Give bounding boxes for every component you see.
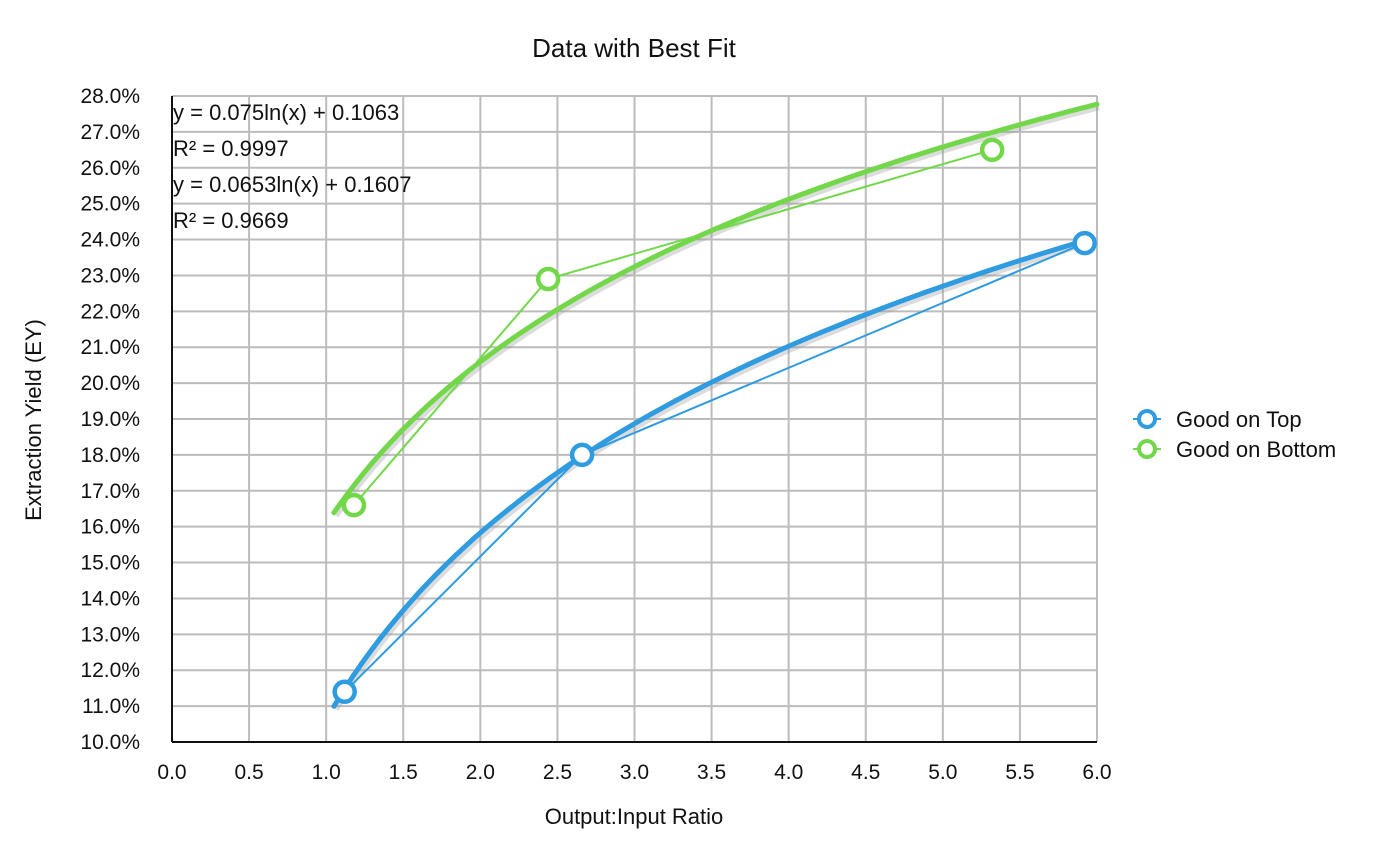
equation-label: R² = 0.9669	[173, 208, 289, 233]
y-tick-label: 13.0%	[80, 623, 140, 646]
data-point	[332, 679, 357, 705]
chart-title: Data with Best Fit	[532, 33, 737, 63]
x-axis-ticks: 0.0 0.5 1.0 1.5 2.0 2.5 3.0 3.5 4.0 4.5 5.0 5.5 6.0	[157, 761, 1111, 784]
trendline-shadow	[333, 240, 1088, 711]
data-point	[1072, 230, 1097, 256]
y-tick-label: 10.0%	[80, 731, 140, 754]
y-tick-label: 15.0%	[80, 552, 140, 575]
x-tick-label: 4.0	[774, 761, 803, 784]
y-tick-label: 22.0%	[80, 300, 140, 323]
series-good-on-bottom	[331, 101, 1100, 518]
y-axis-ticks: 10.0% 11.0% 12.0% 13.0% 14.0% 15.0% 16.0% 17.0%…	[80, 85, 140, 754]
data-point	[535, 266, 561, 292]
trendline	[331, 238, 1088, 709]
y-tick-label: 21.0%	[80, 336, 140, 359]
data-point	[569, 442, 595, 468]
y-tick-label: 14.0%	[80, 587, 140, 610]
x-tick-label: 0.5	[234, 761, 263, 784]
x-tick-label: 5.0	[928, 761, 957, 784]
plot-series	[331, 101, 1100, 711]
x-tick-label: 2.0	[466, 761, 495, 784]
legend-marker	[1137, 409, 1157, 429]
x-tick-label: 4.5	[851, 761, 880, 784]
plot-grid	[171, 95, 1098, 743]
y-tick-label: 17.0%	[80, 480, 140, 503]
y-tick-label: 28.0%	[80, 85, 140, 108]
trendline	[331, 101, 1100, 516]
y-tick-label: 23.0%	[80, 264, 140, 287]
data-point	[341, 492, 367, 518]
x-axis-label: Output:Input Ratio	[545, 804, 724, 829]
x-tick-label: 1.5	[389, 761, 418, 784]
data-point	[979, 137, 1005, 163]
y-tick-label: 19.0%	[80, 408, 140, 431]
equation-label: y = 0.075ln(x) + 0.1063	[173, 100, 399, 125]
legend-item[interactable]: Good on Top	[1133, 407, 1302, 432]
x-tick-label: 5.5	[1005, 761, 1034, 784]
y-tick-label: 18.0%	[80, 444, 140, 467]
x-tick-label: 2.5	[543, 761, 572, 784]
y-tick-label: 27.0%	[80, 121, 140, 144]
x-tick-label: 6.0	[1082, 761, 1111, 784]
x-tick-label: 3.5	[697, 761, 726, 784]
legend-marker	[1137, 439, 1157, 459]
series-good-on-top	[331, 230, 1097, 711]
x-tick-label: 3.0	[620, 761, 649, 784]
trendline-shadow	[333, 104, 1100, 518]
trendline-equations: y = 0.075ln(x) + 0.1063 R² = 0.9997 y = 0.…	[173, 100, 412, 233]
y-tick-label: 26.0%	[80, 157, 140, 180]
y-tick-label: 16.0%	[80, 516, 140, 539]
y-tick-label: 25.0%	[80, 193, 140, 216]
legend[interactable]: Good on Top Good on Bottom	[1133, 407, 1336, 462]
equation-label: R² = 0.9997	[173, 136, 289, 161]
y-tick-label: 24.0%	[80, 229, 140, 252]
legend-label: Good on Bottom	[1176, 437, 1336, 462]
x-tick-label: 0.0	[157, 761, 186, 784]
y-tick-label: 11.0%	[82, 695, 140, 718]
y-axis-label: Extraction Yield (EY)	[21, 319, 46, 521]
legend-item[interactable]: Good on Bottom	[1133, 437, 1336, 462]
y-tick-label: 12.0%	[80, 659, 140, 682]
y-tick-label: 20.0%	[80, 372, 140, 395]
legend-label: Good on Top	[1176, 407, 1302, 432]
equation-label: y = 0.0653ln(x) + 0.1607	[173, 172, 412, 197]
x-tick-label: 1.0	[312, 761, 341, 784]
